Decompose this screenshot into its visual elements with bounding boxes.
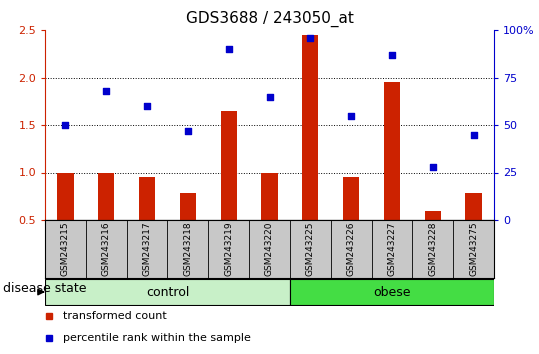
Text: GSM243216: GSM243216 xyxy=(102,222,110,276)
Point xyxy=(469,132,478,137)
Bar xyxy=(425,211,441,220)
Text: GSM243228: GSM243228 xyxy=(429,222,437,276)
Bar xyxy=(98,172,114,220)
Point xyxy=(306,35,315,40)
Text: GSM243217: GSM243217 xyxy=(142,222,151,276)
Title: GDS3688 / 243050_at: GDS3688 / 243050_at xyxy=(185,11,354,27)
Text: GSM243219: GSM243219 xyxy=(224,222,233,276)
Point xyxy=(224,46,233,52)
Text: GSM243215: GSM243215 xyxy=(61,222,70,276)
Bar xyxy=(466,193,482,220)
Bar xyxy=(261,172,278,220)
Text: GSM243225: GSM243225 xyxy=(306,222,315,276)
Bar xyxy=(179,193,196,220)
Text: obese: obese xyxy=(373,285,411,298)
Bar xyxy=(343,177,360,220)
Bar xyxy=(302,35,319,220)
Bar xyxy=(290,279,494,306)
Text: disease state: disease state xyxy=(3,282,86,295)
Text: GSM243218: GSM243218 xyxy=(183,222,192,276)
Point xyxy=(102,88,110,93)
Bar xyxy=(139,177,155,220)
Point xyxy=(61,122,70,128)
Point xyxy=(265,94,274,99)
Point xyxy=(184,128,192,133)
Point xyxy=(388,52,396,58)
Text: GSM243275: GSM243275 xyxy=(469,222,478,276)
Text: GSM243220: GSM243220 xyxy=(265,222,274,276)
Bar xyxy=(384,82,400,220)
Text: transformed count: transformed count xyxy=(63,311,167,321)
Text: GSM243227: GSM243227 xyxy=(388,222,397,276)
Bar xyxy=(45,279,290,306)
Bar xyxy=(220,111,237,220)
Bar xyxy=(57,172,73,220)
Text: percentile rank within the sample: percentile rank within the sample xyxy=(63,333,251,343)
Point xyxy=(347,113,355,118)
Point xyxy=(143,103,151,109)
Text: control: control xyxy=(146,285,189,298)
Text: GSM243226: GSM243226 xyxy=(347,222,356,276)
Point xyxy=(429,164,437,170)
